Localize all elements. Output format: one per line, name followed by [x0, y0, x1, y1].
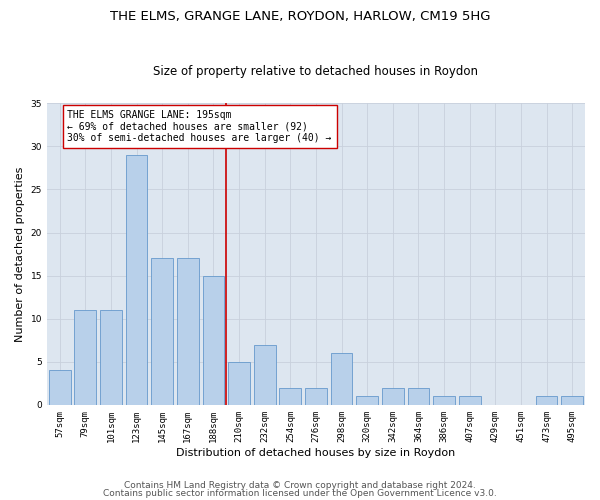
Bar: [305, 388, 327, 405]
Bar: [561, 396, 583, 405]
Bar: [356, 396, 378, 405]
Bar: [100, 310, 122, 405]
Text: Contains public sector information licensed under the Open Government Licence v3: Contains public sector information licen…: [103, 488, 497, 498]
Text: Contains HM Land Registry data © Crown copyright and database right 2024.: Contains HM Land Registry data © Crown c…: [124, 481, 476, 490]
Text: THE ELMS GRANGE LANE: 195sqm
← 69% of detached houses are smaller (92)
30% of se: THE ELMS GRANGE LANE: 195sqm ← 69% of de…: [67, 110, 332, 144]
Y-axis label: Number of detached properties: Number of detached properties: [15, 166, 25, 342]
Text: THE ELMS, GRANGE LANE, ROYDON, HARLOW, CM19 5HG: THE ELMS, GRANGE LANE, ROYDON, HARLOW, C…: [110, 10, 490, 23]
Bar: [536, 396, 557, 405]
Bar: [254, 344, 275, 405]
X-axis label: Distribution of detached houses by size in Roydon: Distribution of detached houses by size …: [176, 448, 455, 458]
Bar: [433, 396, 455, 405]
Bar: [331, 353, 352, 405]
Bar: [126, 155, 148, 405]
Bar: [459, 396, 481, 405]
Bar: [177, 258, 199, 405]
Bar: [203, 276, 224, 405]
Bar: [407, 388, 430, 405]
Title: Size of property relative to detached houses in Roydon: Size of property relative to detached ho…: [154, 66, 478, 78]
Bar: [151, 258, 173, 405]
Bar: [49, 370, 71, 405]
Bar: [228, 362, 250, 405]
Bar: [382, 388, 404, 405]
Bar: [74, 310, 96, 405]
Bar: [280, 388, 301, 405]
